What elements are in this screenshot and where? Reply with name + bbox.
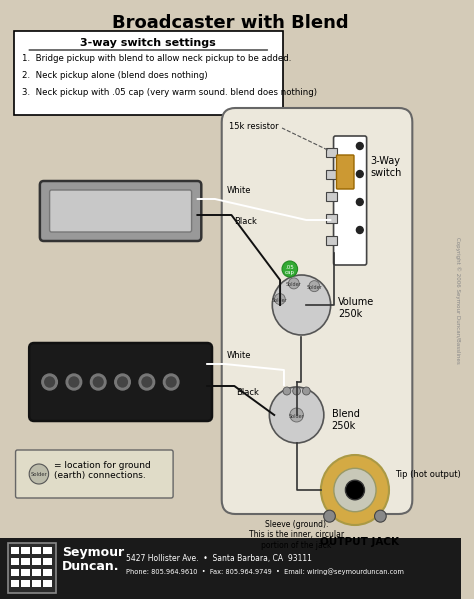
Text: Copyright © 2006 Seymour Duncan/Basslines: Copyright © 2006 Seymour Duncan/Bassline…: [455, 237, 461, 364]
Bar: [326, 214, 337, 223]
Circle shape: [356, 171, 363, 177]
Bar: [11, 580, 19, 587]
Bar: [43, 558, 52, 565]
Text: Sleeve (ground).
This is the inner, circular
portion of the jack: Sleeve (ground). This is the inner, circ…: [249, 520, 344, 550]
Bar: [21, 580, 30, 587]
Text: Solder: Solder: [289, 413, 304, 419]
Circle shape: [69, 377, 79, 387]
Circle shape: [91, 374, 106, 390]
Text: Duncan.: Duncan.: [62, 560, 120, 573]
FancyBboxPatch shape: [337, 155, 354, 189]
Text: 3-way switch settings: 3-way switch settings: [81, 38, 216, 48]
Bar: [8, 543, 56, 593]
FancyBboxPatch shape: [40, 181, 201, 241]
Circle shape: [45, 377, 55, 387]
Circle shape: [346, 480, 365, 500]
Bar: [11, 547, 19, 554]
Bar: [11, 558, 19, 565]
Bar: [21, 558, 30, 565]
Bar: [32, 580, 41, 587]
Bar: [43, 580, 52, 587]
Circle shape: [282, 261, 298, 277]
Bar: [32, 569, 41, 576]
Bar: [0, 538, 461, 599]
Circle shape: [283, 387, 291, 395]
Text: Blend
250k: Blend 250k: [332, 409, 359, 431]
Text: 2.  Neck pickup alone (blend does nothing): 2. Neck pickup alone (blend does nothing…: [22, 71, 208, 80]
Circle shape: [142, 377, 152, 387]
Circle shape: [42, 374, 57, 390]
Circle shape: [324, 510, 335, 522]
FancyBboxPatch shape: [14, 31, 283, 115]
FancyBboxPatch shape: [334, 136, 366, 265]
Text: Broadcaster with Blend: Broadcaster with Blend: [112, 14, 349, 32]
Bar: [326, 170, 337, 179]
Circle shape: [356, 198, 363, 205]
Text: Volume
250k: Volume 250k: [338, 297, 374, 319]
Circle shape: [166, 377, 176, 387]
Text: .05
cap: .05 cap: [285, 265, 295, 276]
Circle shape: [115, 374, 130, 390]
Bar: [11, 569, 19, 576]
Text: Solder: Solder: [272, 298, 288, 302]
Circle shape: [334, 468, 376, 512]
Circle shape: [274, 294, 285, 304]
Text: Solder: Solder: [30, 473, 47, 477]
Text: 5427 Hollister Ave.  •  Santa Barbara, CA  93111: 5427 Hollister Ave. • Santa Barbara, CA …: [127, 554, 312, 563]
Text: Black: Black: [234, 217, 257, 226]
Text: OUTPUT JACK: OUTPUT JACK: [320, 537, 399, 547]
FancyBboxPatch shape: [29, 343, 212, 421]
Circle shape: [302, 387, 310, 395]
Text: 15k resistor: 15k resistor: [229, 122, 279, 131]
Bar: [32, 558, 41, 565]
Bar: [21, 569, 30, 576]
Circle shape: [93, 377, 103, 387]
FancyBboxPatch shape: [50, 190, 191, 232]
Bar: [326, 148, 337, 157]
Text: = location for ground
(earth) connections.: = location for ground (earth) connection…: [55, 461, 151, 480]
Circle shape: [118, 377, 128, 387]
Text: Seymour: Seymour: [62, 546, 124, 559]
Text: Solder: Solder: [286, 282, 301, 287]
Circle shape: [29, 464, 49, 484]
Text: 3.  Neck pickup with .05 cap (very warm sound. blend does nothing): 3. Neck pickup with .05 cap (very warm s…: [22, 88, 318, 97]
Circle shape: [309, 281, 319, 292]
Circle shape: [290, 408, 303, 422]
Circle shape: [374, 510, 386, 522]
Circle shape: [66, 374, 82, 390]
Text: 1.  Bridge pickup with blend to allow neck pickup to be added.: 1. Bridge pickup with blend to allow nec…: [22, 54, 292, 63]
Bar: [43, 547, 52, 554]
FancyBboxPatch shape: [16, 450, 173, 498]
FancyBboxPatch shape: [222, 108, 412, 514]
Text: Phone: 805.964.9610  •  Fax: 805.964.9749  •  Email: wiring@seymourduncan.com: Phone: 805.964.9610 • Fax: 805.964.9749 …: [127, 568, 404, 575]
Bar: [43, 569, 52, 576]
Circle shape: [164, 374, 179, 390]
Text: White: White: [227, 351, 251, 360]
Bar: [32, 547, 41, 554]
Text: Tip (hot output): Tip (hot output): [395, 470, 461, 479]
Circle shape: [269, 387, 324, 443]
Circle shape: [356, 226, 363, 234]
Circle shape: [139, 374, 155, 390]
Text: 3-Way
switch: 3-Way switch: [371, 156, 402, 177]
Text: White: White: [227, 186, 251, 195]
Circle shape: [289, 278, 299, 289]
Circle shape: [293, 387, 301, 395]
Bar: [21, 547, 30, 554]
Text: Solder: Solder: [306, 285, 322, 290]
Bar: [326, 192, 337, 201]
Text: Black: Black: [237, 388, 259, 397]
Circle shape: [356, 143, 363, 150]
Circle shape: [272, 275, 331, 335]
Circle shape: [321, 455, 389, 525]
Bar: [326, 236, 337, 245]
